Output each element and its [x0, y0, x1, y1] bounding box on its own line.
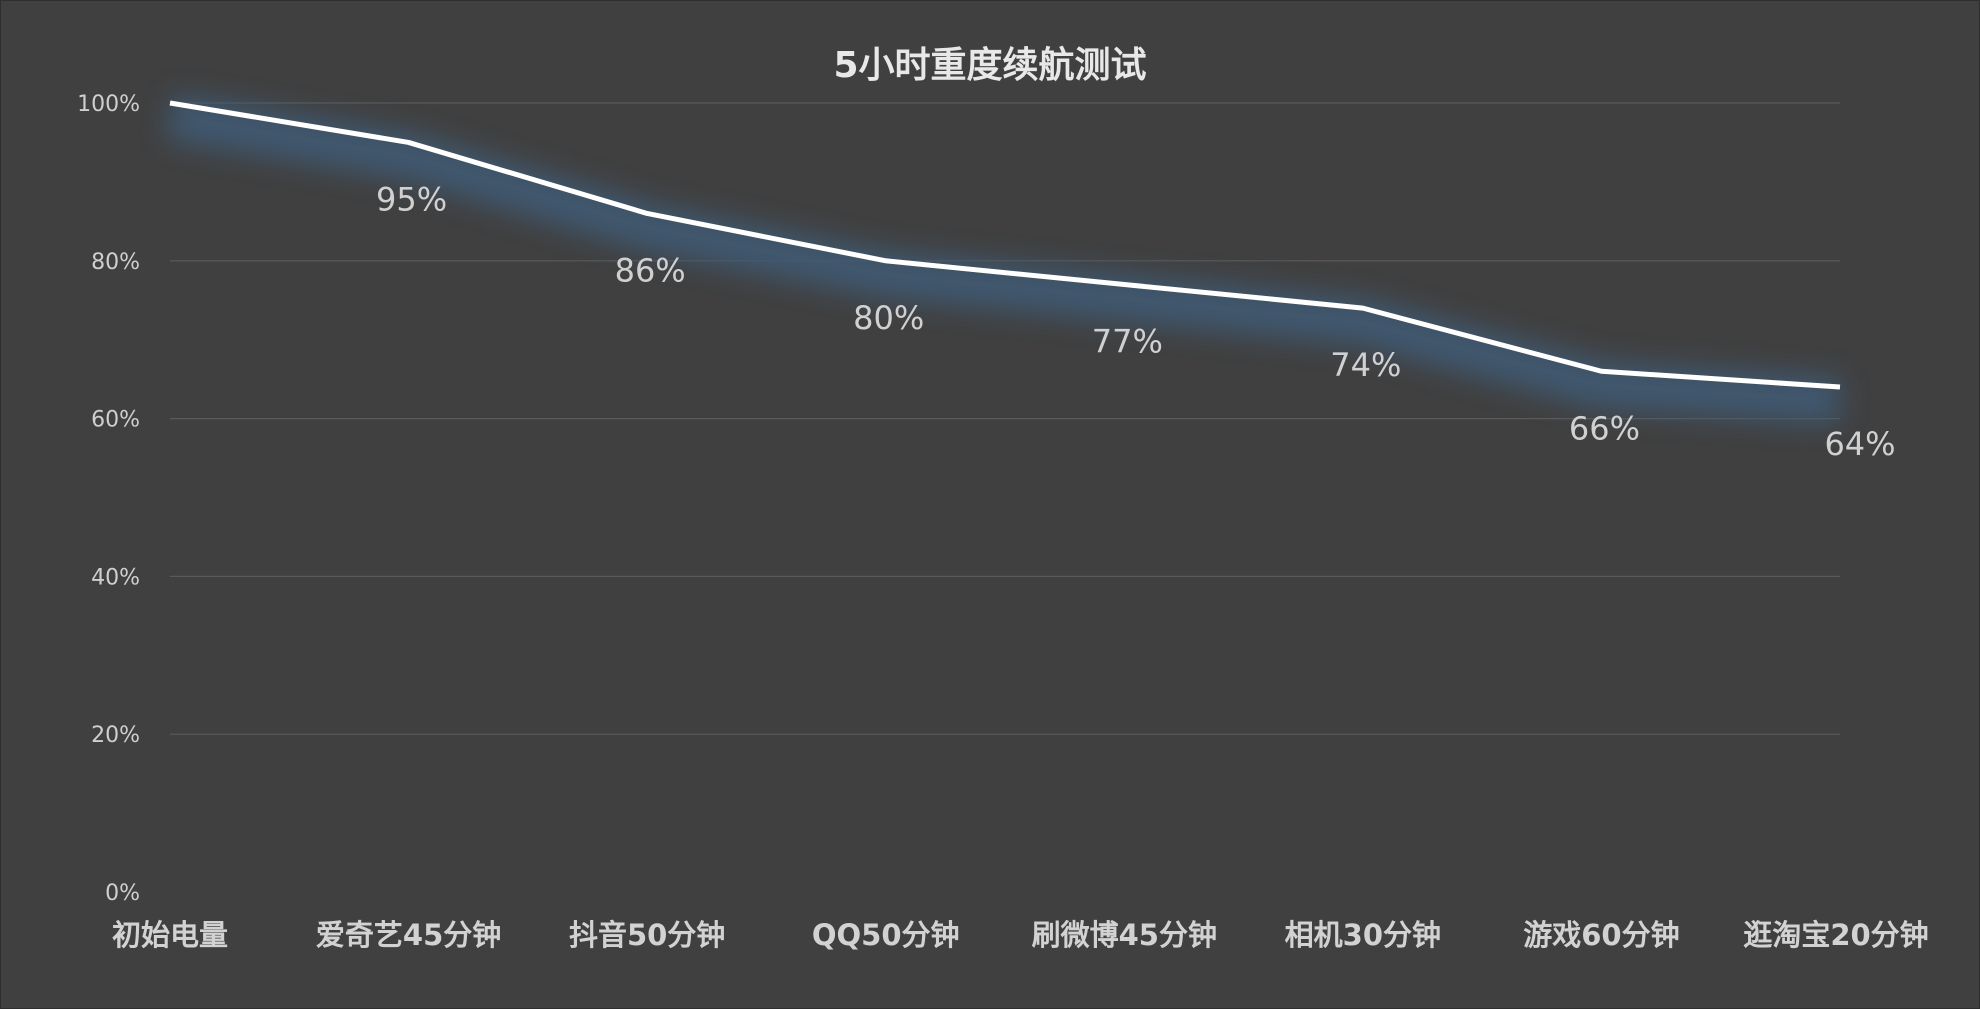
y-tick-label: 80%: [91, 250, 140, 275]
x-tick-label: 游戏60分钟: [1523, 918, 1679, 952]
x-tick-label: QQ50分钟: [812, 918, 960, 952]
gridlines: [170, 102, 1840, 735]
y-tick-label: 100%: [77, 92, 140, 117]
line-glow: [166, 94, 1842, 424]
data-labels: 95% 86% 80% 77% 74% 66% 64%: [376, 180, 1896, 463]
y-tick-label: 20%: [91, 723, 140, 748]
data-label: 80%: [853, 299, 924, 337]
x-tick-label: 抖音50分钟: [569, 918, 725, 952]
y-tick-label: 0%: [105, 881, 140, 906]
x-axis-ticks: 初始电量 爱奇艺45分钟 抖音50分钟 QQ50分钟 刷微博45分钟 相机30分钟 游戏60…: [112, 918, 1929, 952]
x-tick-label: 爱奇艺45分钟: [316, 918, 501, 952]
data-label: 95%: [376, 180, 447, 218]
x-tick-label: 刷微博45分钟: [1032, 918, 1217, 952]
y-axis-ticks: 0% 20% 40% 60% 80% 100%: [77, 92, 140, 906]
x-tick-label: 初始电量: [112, 918, 228, 952]
data-label: 74%: [1330, 346, 1401, 384]
chart-title: 5小时重度续航测试: [833, 44, 1146, 86]
data-label: 77%: [1092, 322, 1163, 360]
x-tick-label: 逛淘宝20分钟: [1743, 918, 1928, 952]
series-line: [166, 94, 1842, 424]
data-label: 86%: [615, 251, 686, 289]
y-tick-label: 60%: [91, 408, 140, 433]
data-label: 64%: [1824, 425, 1895, 463]
data-label: 66%: [1569, 409, 1640, 447]
x-tick-label: 相机30分钟: [1285, 918, 1441, 952]
y-tick-label: 40%: [91, 565, 140, 590]
battery-line: [169, 100, 1841, 390]
